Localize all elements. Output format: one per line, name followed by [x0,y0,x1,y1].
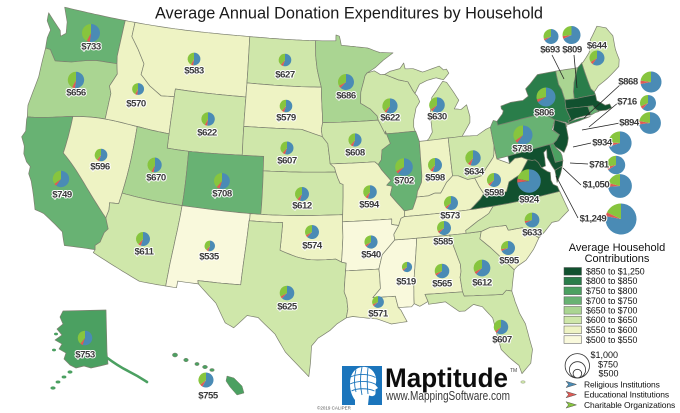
svg-text:$693: $693 [540,45,560,56]
svg-text:$579: $579 [276,113,296,124]
svg-text:Maptitude: Maptitude [385,363,508,393]
svg-text:$753: $753 [75,350,95,361]
svg-text:$607: $607 [277,156,297,167]
svg-text:$716: $716 [617,97,637,108]
svg-text:$894: $894 [619,118,640,129]
svg-text:$625: $625 [277,302,298,313]
svg-text:TM: TM [510,368,517,374]
svg-text:$633: $633 [522,228,542,239]
svg-text:$686: $686 [336,91,356,102]
svg-text:$598: $598 [484,188,505,199]
svg-text:$634: $634 [464,167,485,178]
svg-text:$585: $585 [433,237,454,248]
svg-text:$594: $594 [359,200,380,211]
svg-text:Average Annual Donation Expend: Average Annual Donation Expenditures by … [155,5,543,23]
svg-text:Religious Institutions: Religious Institutions [584,379,660,389]
svg-text:Educational Institutions: Educational Institutions [584,390,669,400]
svg-text:$850 to $1,250: $850 to $1,250 [586,267,645,277]
svg-text:©2019 CALIPER: ©2019 CALIPER [317,405,352,411]
svg-text:$611: $611 [134,247,154,258]
svg-text:$550 to $600: $550 to $600 [586,325,637,335]
svg-text:$750: $750 [598,360,618,370]
svg-text:$656: $656 [66,88,86,99]
svg-text:$583: $583 [184,66,204,77]
svg-text:$595: $595 [499,256,520,267]
svg-text:$708: $708 [212,189,233,200]
svg-text:$571: $571 [368,309,389,320]
svg-text:$749: $749 [52,190,72,201]
svg-text:$733: $733 [81,42,101,53]
svg-text:$1,050: $1,050 [583,180,610,191]
svg-text:$627: $627 [275,70,295,81]
svg-text:$934: $934 [592,138,613,149]
svg-text:$800 to $850: $800 to $850 [586,276,637,286]
svg-text:$630: $630 [427,112,447,123]
svg-text:$644: $644 [587,40,608,51]
svg-text:$1,000: $1,000 [591,350,619,360]
svg-text:$750 to $800: $750 to $800 [586,286,637,296]
svg-text:$702: $702 [394,176,414,187]
svg-text:$755: $755 [198,391,219,402]
svg-text:$622: $622 [380,113,400,124]
svg-text:$612: $612 [292,201,312,212]
svg-text:Charitable Organizations: Charitable Organizations [584,400,675,410]
svg-text:$565: $565 [432,279,453,290]
svg-text:$738: $738 [512,144,533,155]
svg-text:$806: $806 [534,108,554,119]
svg-text:$700 to $750: $700 to $750 [586,296,637,306]
svg-text:$608: $608 [345,148,366,159]
svg-text:$500 to $550: $500 to $550 [586,335,637,345]
svg-text:www.MappingSoftware.com: www.MappingSoftware.com [385,389,510,403]
svg-text:$650 to $700: $650 to $700 [586,306,637,316]
svg-text:$598: $598 [425,173,446,184]
svg-text:Contributions: Contributions [585,253,650,265]
svg-text:Average Household: Average Household [569,242,665,254]
svg-text:$612: $612 [472,278,492,289]
svg-text:$535: $535 [199,252,220,263]
svg-text:$809: $809 [562,45,582,56]
svg-text:$781: $781 [589,160,610,171]
svg-text:$519: $519 [396,277,416,288]
svg-text:$924: $924 [519,195,540,206]
svg-text:$573: $573 [440,211,460,222]
svg-text:$596: $596 [90,162,110,173]
svg-text:$868: $868 [618,77,639,88]
svg-text:$607: $607 [492,335,512,346]
svg-text:$600 to $650: $600 to $650 [586,315,637,325]
svg-text:$540: $540 [361,250,381,261]
svg-text:$622: $622 [197,128,217,139]
svg-text:$574: $574 [302,241,323,252]
svg-text:$670: $670 [146,173,166,184]
svg-text:$570: $570 [126,99,146,110]
svg-text:$500: $500 [599,369,619,379]
svg-text:$1,249: $1,249 [580,214,607,225]
